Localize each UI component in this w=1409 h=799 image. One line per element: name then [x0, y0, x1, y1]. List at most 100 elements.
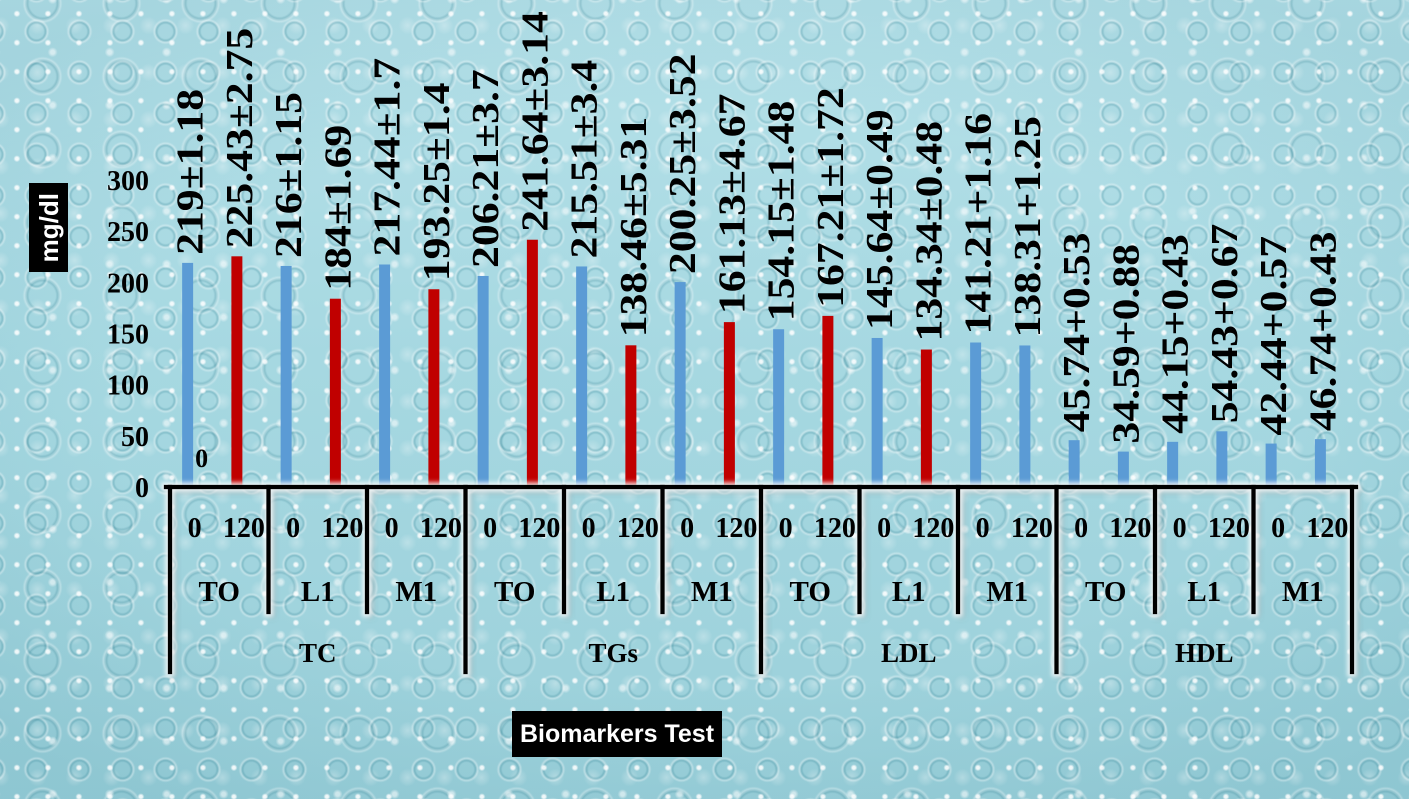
- bar-tgs-m1-0: [674, 282, 686, 487]
- x-group-label-tc-m1: M1: [395, 576, 437, 608]
- y-tick-label-150: 150: [107, 320, 149, 351]
- data-label-hdl-to-120: 34.59+0.88: [1105, 244, 1147, 444]
- data-label-ldl-l1-0: 145.64±0.49: [859, 109, 901, 330]
- x-tick-label-tc-l1-0: 0: [286, 513, 300, 544]
- bar-tgs-l1-120: [625, 345, 637, 487]
- bar-tgs-m1-120: [723, 322, 735, 487]
- bar-tc-to-120: [231, 256, 243, 487]
- y-tick-label-50: 50: [121, 422, 149, 453]
- x-tick-label-hdl-l1-120: 120: [1208, 513, 1250, 544]
- data-label-tgs-to-0: 206.21±3.7: [465, 69, 507, 268]
- bar-ldl-to-0: [773, 329, 785, 487]
- x-group-label-hdl-m1: M1: [1282, 576, 1324, 608]
- bar-hdl-l1-120: [1216, 431, 1228, 487]
- y-tick-label-0: 0: [135, 473, 149, 504]
- bar-tc-l1-120: [329, 298, 341, 487]
- x-group-label-tgs-m1: M1: [691, 576, 733, 608]
- x-tick-label-tgs-l1-120: 120: [617, 513, 659, 544]
- y-tick-label-100: 100: [107, 371, 149, 402]
- x-tick-label-hdl-m1-0: 0: [1271, 513, 1285, 544]
- data-label-ldl-to-120: 167.21±1.72: [809, 87, 851, 308]
- x-tick-label-tgs-m1-0: 0: [680, 513, 694, 544]
- x-tick-label-tc-m1-120: 120: [420, 513, 462, 544]
- x-axis-lines: [163, 484, 1359, 675]
- bar-hdl-l1-0: [1167, 441, 1179, 487]
- x-group-label-ldl-l1: L1: [892, 576, 926, 608]
- y-tick-label-200: 200: [107, 268, 149, 299]
- bars: [182, 239, 1326, 487]
- x-tick-label-ldl-to-0: 0: [779, 513, 793, 544]
- x-category-label-tc: TC: [299, 638, 337, 668]
- x-tick-label-ldl-l1-120: 120: [912, 513, 954, 544]
- data-label-hdl-m1-120: 46.74+0.43: [1302, 232, 1344, 432]
- x-group-label-tgs-to: TO: [494, 576, 535, 608]
- x-tick-label-tgs-to-0: 0: [483, 513, 497, 544]
- bar-ldl-m1-120: [1019, 345, 1031, 487]
- x-tick-label-tc-m1-0: 0: [385, 513, 399, 544]
- data-label-ldl-l1-120: 134.34±0.48: [908, 121, 950, 342]
- data-label-hdl-to-0: 45.74+0.53: [1056, 233, 1098, 433]
- data-label-ldl-m1-0: 141.21+1.16: [957, 113, 999, 334]
- bar-tc-m1-0: [379, 264, 391, 487]
- data-label-ldl-to-0: 154.15±1.48: [760, 101, 802, 322]
- bar-ldl-to-120: [822, 315, 834, 487]
- bar-ldl-m1-0: [970, 342, 982, 487]
- x-tick-label-tgs-l1-0: 0: [582, 513, 596, 544]
- x-category-label-tgs: TGs: [588, 638, 638, 668]
- data-label-tc-l1-120: 184±1.69: [317, 125, 359, 291]
- x-tick-label-hdl-l1-0: 0: [1173, 513, 1187, 544]
- bar-tgs-to-120: [526, 239, 538, 487]
- data-label-tgs-to-120: 241.64±3.14: [514, 11, 556, 232]
- x-tick-label-ldl-m1-120: 120: [1011, 513, 1053, 544]
- bar-hdl-to-0: [1068, 440, 1080, 487]
- x-group-label-tgs-l1: L1: [596, 576, 630, 608]
- bar-hdl-to-120: [1117, 451, 1129, 487]
- x-group-label-hdl-l1: L1: [1187, 576, 1221, 608]
- bar-tc-to-0: [182, 262, 194, 487]
- x-group-label-ldl-m1: M1: [986, 576, 1028, 608]
- x-tick-label-tc-to-0: 0: [188, 513, 202, 544]
- x-category-label-ldl: LDL: [881, 638, 937, 668]
- x-tick-label-hdl-to-0: 0: [1074, 513, 1088, 544]
- data-label-tc-l1-0: 216±1.15: [268, 92, 310, 258]
- data-label-hdl-m1-0: 42.44+0.57: [1253, 236, 1295, 436]
- bar-hdl-m1-0: [1265, 443, 1277, 487]
- bar-hdl-m1-120: [1314, 439, 1326, 487]
- x-tick-label-tc-l1-120: 120: [321, 513, 363, 544]
- data-label-tc-m1-120: 193.25±1.4: [415, 83, 457, 282]
- x-tick-label-tc-to-120: 120: [223, 513, 265, 544]
- x-tick-label-ldl-to-120: 120: [814, 513, 856, 544]
- data-labels: 219±1.18 225.43±2.75 216±1.15 184±1.69 217.4…: [169, 11, 1344, 443]
- data-label-hdl-l1-120: 54.43+0.67: [1203, 224, 1245, 424]
- data-label-tgs-m1-0: 200.25±3.52: [662, 54, 704, 275]
- data-label-zero: 0: [195, 444, 208, 473]
- bar-tgs-l1-0: [576, 266, 588, 487]
- bar-ldl-l1-120: [920, 349, 932, 487]
- x-tick-label-tgs-to-120: 120: [518, 513, 560, 544]
- data-label-tc-to-120: 225.43±2.75: [218, 28, 260, 249]
- x-group-label-hdl-to: TO: [1085, 576, 1126, 608]
- bar-ldl-l1-0: [871, 337, 883, 487]
- bar-tgs-to-0: [477, 275, 489, 487]
- data-label-tc-to-0: 219±1.18: [169, 89, 211, 255]
- data-label-hdl-l1-0: 44.15+0.43: [1154, 234, 1196, 434]
- data-label-tgs-l1-0: 215.51±3.4: [563, 60, 605, 259]
- data-label-ldl-m1-120: 138.31+1.25: [1006, 116, 1048, 337]
- data-label-tc-m1-0: 217.44±1.7: [366, 58, 408, 257]
- x-tick-label-ldl-m1-0: 0: [976, 513, 990, 544]
- x-axis-labels: 0 120 0 120 0 120 0 120 0 120 0 120 0 120 0 120 0 120 0 120…: [188, 513, 1349, 668]
- x-tick-label-tgs-m1-120: 120: [715, 513, 757, 544]
- x-tick-label-ldl-l1-0: 0: [877, 513, 891, 544]
- bar-tc-m1-120: [428, 289, 440, 487]
- x-tick-label-hdl-to-120: 120: [1109, 513, 1151, 544]
- data-label-tgs-l1-120: 138.46±5.31: [612, 117, 654, 338]
- y-tick-label-300: 300: [107, 166, 149, 197]
- x-category-label-hdl: HDL: [1175, 638, 1234, 668]
- y-axis-title: mg/dl: [33, 192, 64, 263]
- x-group-label-ldl-to: TO: [790, 576, 831, 608]
- x-group-label-tc-l1: L1: [301, 576, 335, 608]
- y-axis-tick-labels: 0 50 100 150 200 250 300: [107, 166, 149, 504]
- x-group-label-tc-to: TO: [199, 576, 240, 608]
